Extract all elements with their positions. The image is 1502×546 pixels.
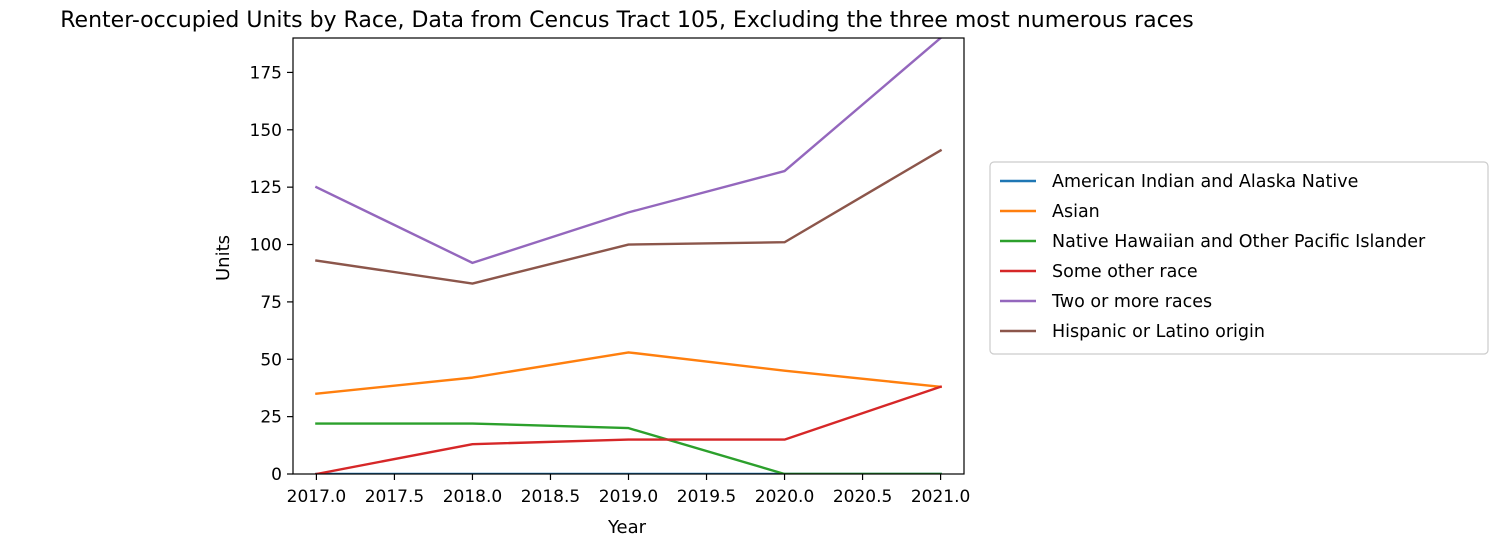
x-tick-label: 2019.0	[599, 487, 658, 507]
series-line-1	[315, 351, 942, 395]
legend-label: Some other race	[1052, 262, 1198, 282]
series-line-5	[315, 148, 943, 285]
y-tick-label: 75	[260, 293, 282, 313]
x-axis: 2017.0 2017.5 2018.0 2018.5 2019.0 2019.5 2020…	[287, 474, 970, 507]
y-tick-label: 0	[271, 465, 282, 485]
legend-label: Hispanic or Latino origin	[1052, 322, 1265, 342]
legend-label: American Indian and Alaska Native	[1052, 172, 1358, 192]
legend: American Indian and Alaska Native Asian Na…	[989, 161, 1489, 355]
y-tick-label: 150	[250, 121, 282, 141]
series-line-2	[315, 422, 942, 474]
y-tick-label: 50	[260, 350, 282, 370]
plot-area	[292, 37, 965, 475]
x-tick-label: 2018.0	[443, 487, 502, 507]
x-tick-label: 2017.5	[365, 487, 424, 507]
y-tick-label: 25	[260, 408, 282, 428]
y-tick-label: 175	[250, 63, 282, 83]
y-tick-label: 125	[250, 178, 282, 198]
x-tick-label: 2021.0	[911, 487, 970, 507]
x-axis-label: Year	[607, 517, 647, 538]
series-line-3	[315, 385, 943, 474]
y-axis-label: Units	[213, 235, 234, 281]
legend-label: Native Hawaiian and Other Pacific Island…	[1052, 232, 1426, 252]
legend-box	[989, 161, 1489, 355]
x-tick-label: 2020.5	[833, 487, 892, 507]
legend-label: Two or more races	[1051, 292, 1212, 312]
x-tick-label: 2017.0	[287, 487, 346, 507]
chart-title: Renter-occupied Units by Race, Data from…	[60, 8, 1194, 33]
x-tick-label: 2020.0	[755, 487, 814, 507]
y-tick-label: 100	[250, 236, 282, 256]
series-line-4	[314, 38, 943, 265]
y-axis: 0 25 50 75 100 125 150 175	[250, 63, 293, 485]
x-tick-label: 2018.5	[521, 487, 580, 507]
legend-label: Asian	[1052, 202, 1100, 222]
x-tick-label: 2019.5	[677, 487, 736, 507]
